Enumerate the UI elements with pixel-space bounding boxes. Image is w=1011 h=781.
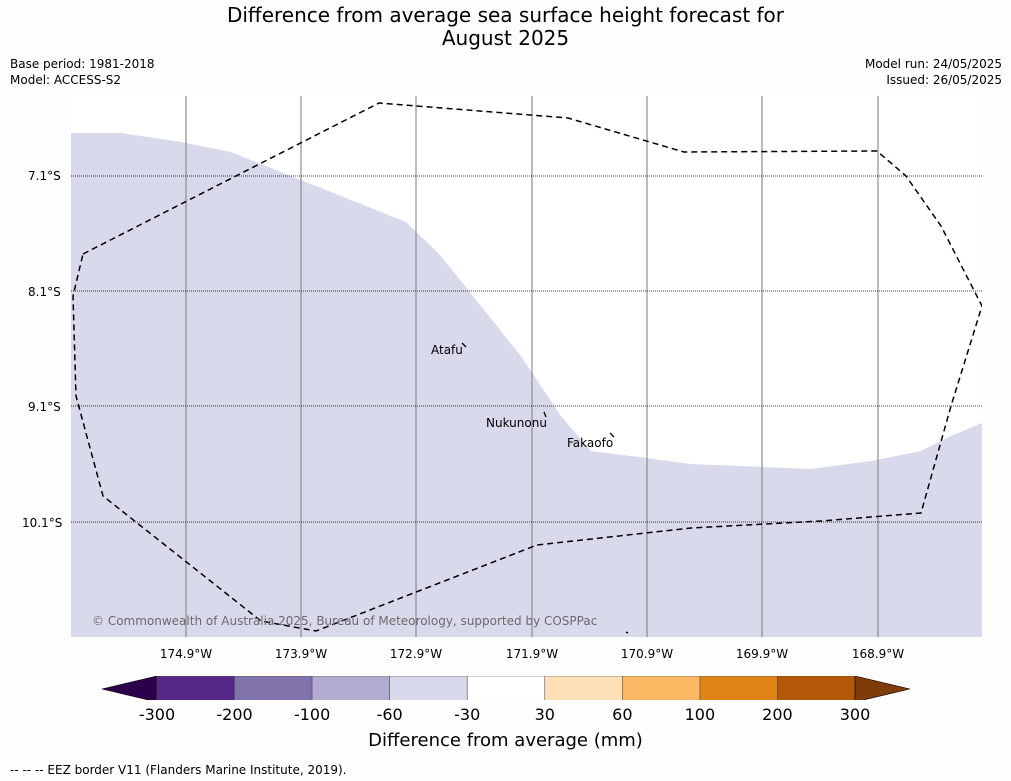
colorbar-segment [234, 676, 313, 700]
colorbar-segment [544, 676, 623, 700]
meta-right: Model run: 24/05/2025 Issued: 26/05/2025 [865, 56, 1002, 88]
colorbar-tick-label: 60 [612, 705, 633, 724]
lon-label: 168.9°W [851, 647, 905, 661]
lat-label: 7.1°S [28, 169, 61, 183]
island-label-nukunonu: Nukunonu [486, 416, 547, 430]
chart-title: Difference from average sea surface heig… [0, 4, 1011, 50]
lat-label: 8.1°S [28, 285, 61, 299]
colorbar-tick-label: 200 [762, 705, 793, 724]
title-line-2: August 2025 [441, 26, 570, 50]
colorbar-segment [311, 676, 390, 700]
swains-marker [625, 631, 629, 634]
island-markers [461, 342, 629, 634]
colorbar-tick-label: 300 [839, 705, 871, 724]
lon-label: 174.9°W [159, 647, 213, 661]
fakaofo-marker [609, 432, 615, 438]
colorbar-extend-low [101, 676, 158, 700]
eez-legend-note: -- -- -- EEZ border V11 (Flanders Marine… [10, 763, 347, 777]
model-name: Model: ACCESS-S2 [10, 73, 122, 87]
issued-date: Issued: 26/05/2025 [886, 73, 1002, 87]
colorbar-segment [389, 676, 468, 700]
island-label-fakaofo: Fakaofo [567, 436, 614, 450]
colorbar-tick-label: 100 [684, 705, 716, 724]
colorbar-tick-label: -60 [376, 705, 403, 724]
base-period: Base period: 1981-2018 [10, 57, 155, 71]
colorbar [101, 676, 911, 700]
title-line-1: Difference from average sea surface heig… [226, 3, 785, 27]
forecast-anomaly-area [71, 133, 982, 637]
colorbar-segment [777, 676, 856, 700]
colorbar-title: Difference from average (mm) [368, 730, 643, 751]
atafu-marker [461, 342, 467, 348]
nukunonu-marker [543, 411, 547, 418]
lon-label: 171.9°W [505, 647, 559, 661]
lon-label: 173.9°W [274, 647, 328, 661]
colorbar-tick-label: -30 [454, 705, 481, 724]
map-panel [71, 96, 982, 637]
meta-left: Base period: 1981-2018 Model: ACCESS-S2 [10, 56, 155, 88]
model-run: Model run: 24/05/2025 [864, 57, 1002, 71]
colorbar-extend-high [854, 676, 911, 700]
colorbar-tick-label: 30 [534, 705, 555, 724]
colorbar-tick-label: -200 [216, 705, 253, 724]
lon-label: 172.9°W [389, 647, 443, 661]
colorbar-segment [622, 676, 701, 700]
eez-border [72, 102, 982, 632]
colorbar-segment [156, 676, 235, 700]
lon-label: 169.9°W [735, 647, 789, 661]
colorbar-segment [699, 676, 778, 700]
island-label-atafu: Atafu [431, 343, 463, 357]
copyright-notice: © Commonwealth of Australia 2025, Bureau… [92, 614, 598, 628]
lat-label: 10.1°S [22, 516, 63, 530]
colorbar-tick-label: -100 [293, 705, 331, 724]
lon-label: 170.9°W [620, 647, 674, 661]
colorbar-tick-label: -300 [138, 705, 176, 724]
colorbar-segment [466, 676, 546, 700]
longitude-gridlines [185, 96, 879, 637]
lat-label: 9.1°S [28, 400, 61, 414]
